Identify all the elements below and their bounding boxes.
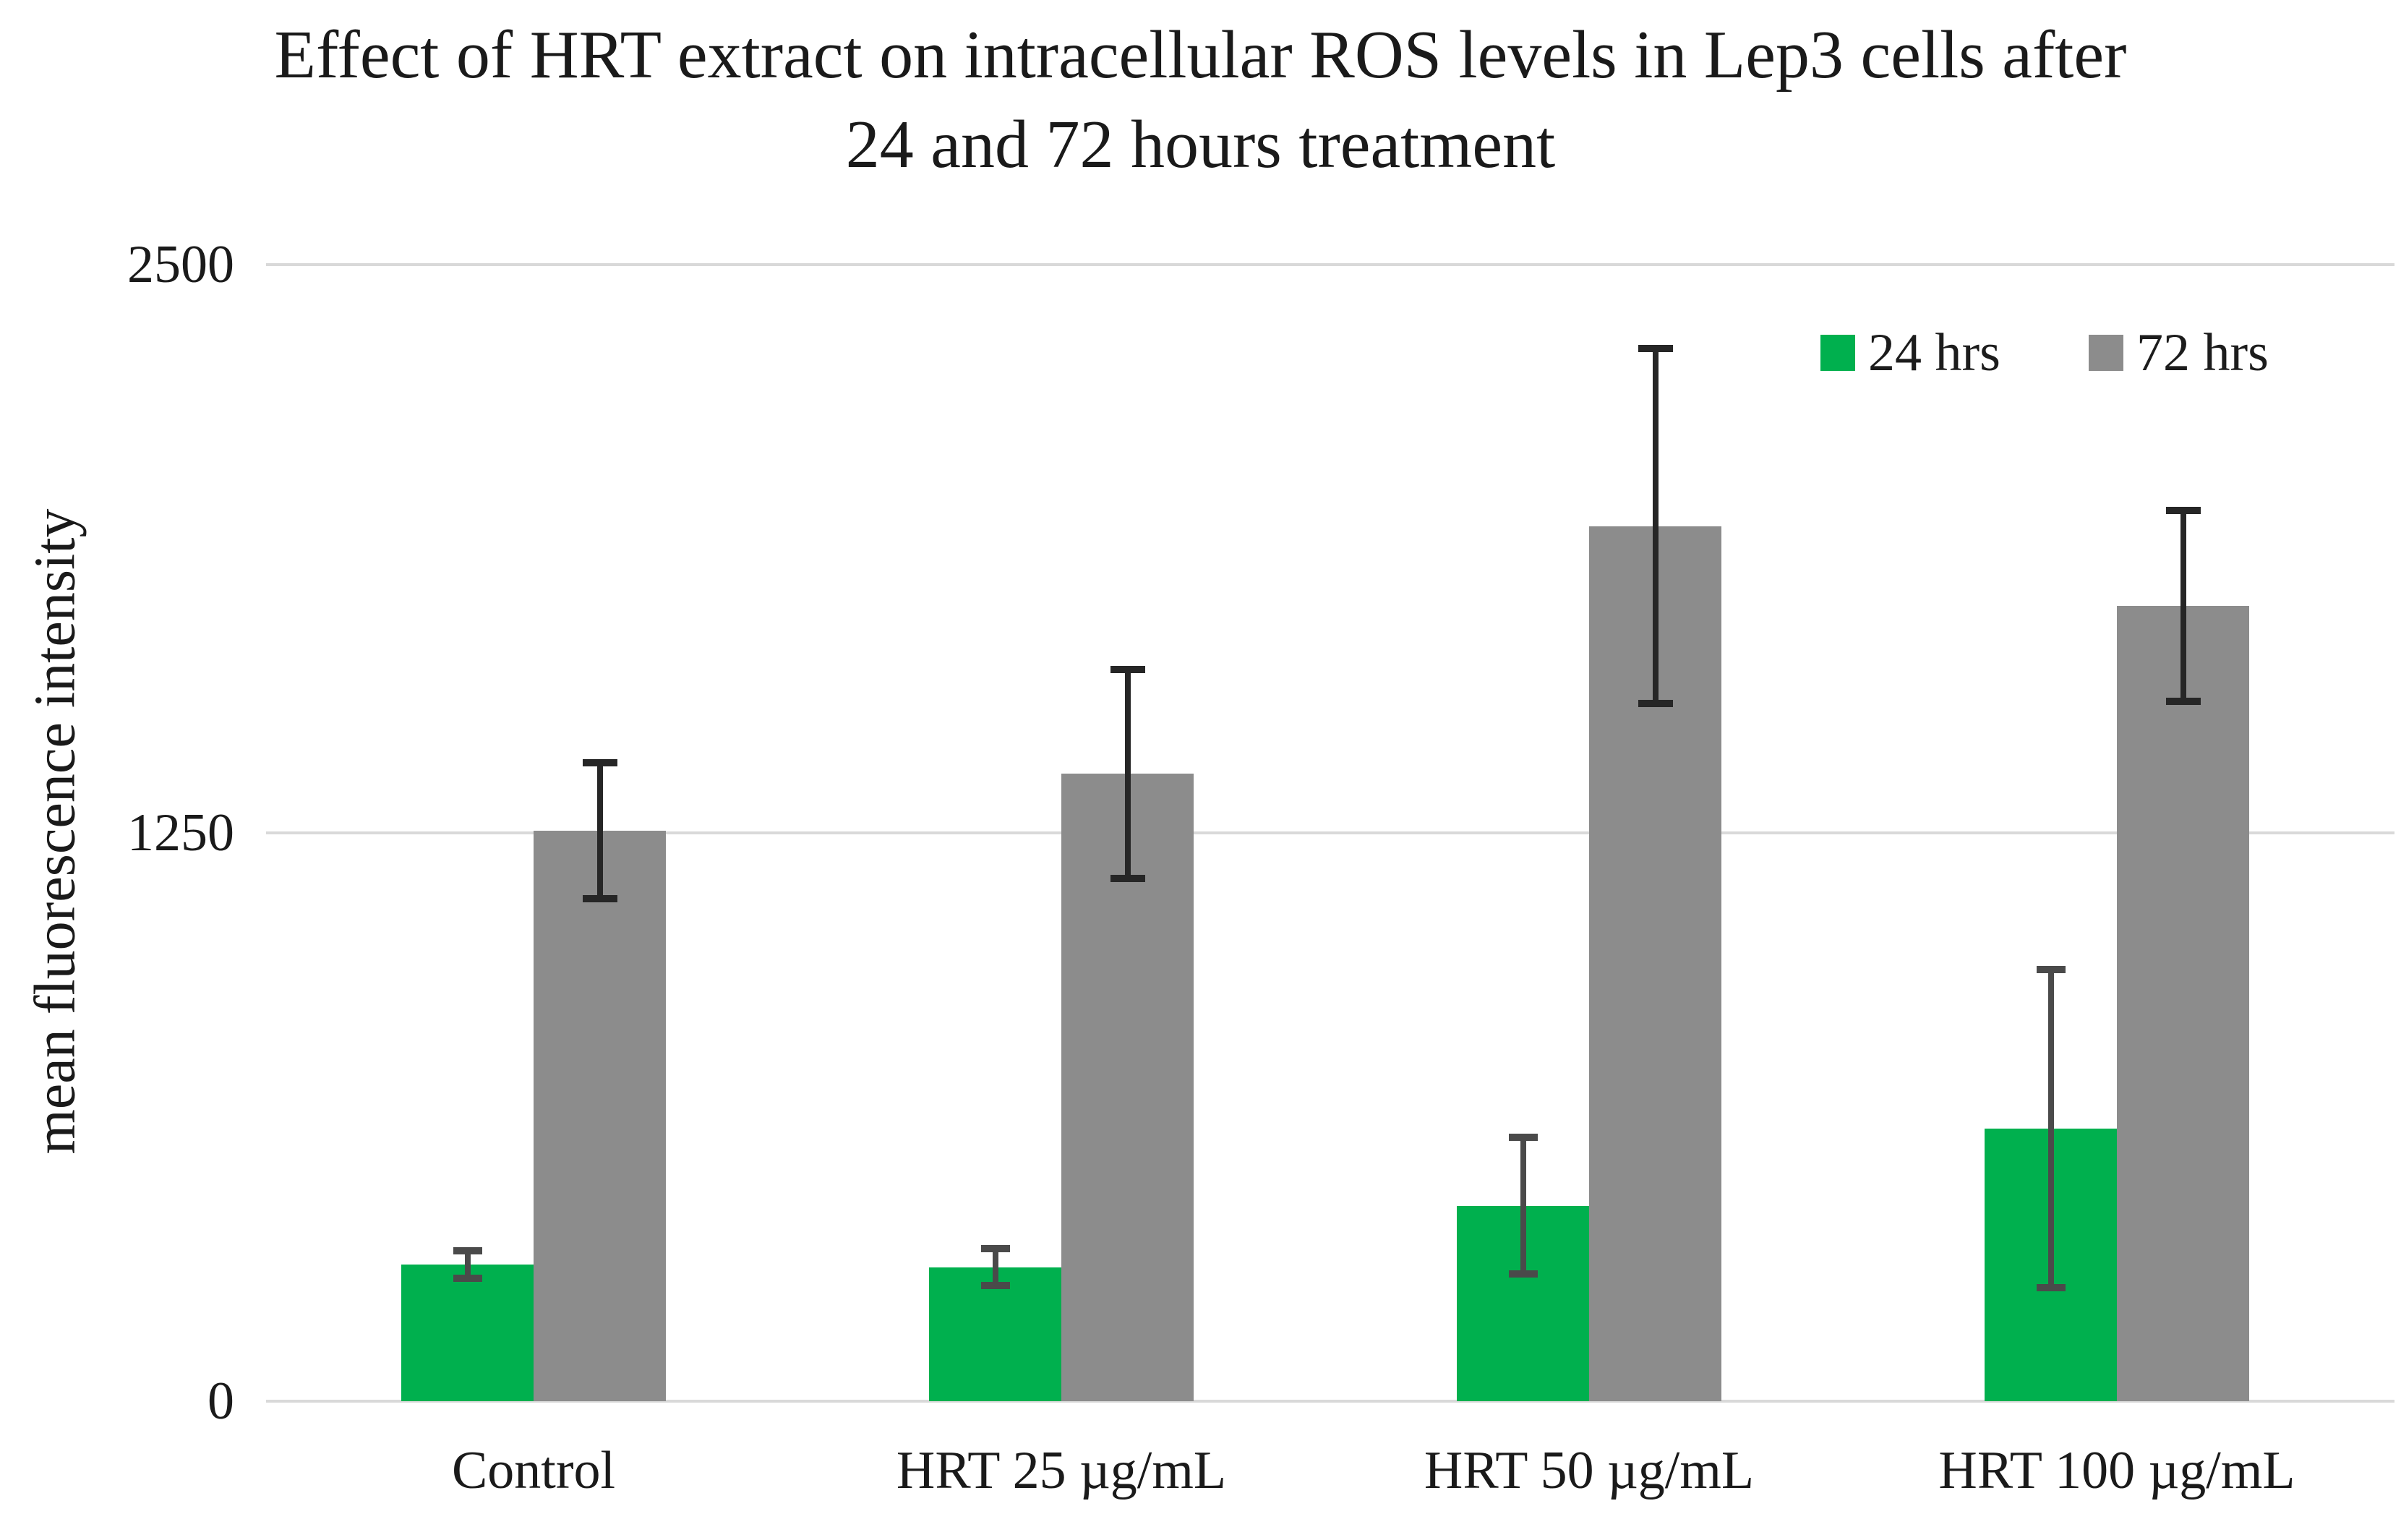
error-bar-cap-top xyxy=(453,1247,482,1255)
x-category-label-Control: Control xyxy=(451,1441,616,1500)
chart-legend: 24 hrs 72 hrs xyxy=(1820,324,2269,382)
error-bar-cap-top xyxy=(1508,1134,1538,1142)
legend-swatch-24hrs-icon xyxy=(1820,335,1855,371)
error-bar-cap-bottom xyxy=(1508,1270,1538,1278)
gridline-0 xyxy=(266,1400,2394,1403)
error-bar-cap-top xyxy=(2036,965,2066,973)
x-category-label-HRT-25-µg/mL: HRT 25 µg/mL xyxy=(896,1441,1227,1500)
error-bar-cap-bottom xyxy=(2165,697,2201,705)
error-bar-cap-bottom xyxy=(582,895,617,903)
error-bar-stem xyxy=(596,762,603,899)
bar-72hrs-Control xyxy=(534,830,666,1401)
x-category-label-HRT-50-µg/mL: HRT 50 µg/mL xyxy=(1424,1441,1755,1500)
legend-item-72hrs: 72 hrs xyxy=(2088,323,2269,382)
error-bar-stem xyxy=(1520,1137,1526,1274)
gridline-2500 xyxy=(266,263,2394,266)
error-bar-cap-bottom xyxy=(1110,874,1145,882)
gridline-1250 xyxy=(266,831,2394,834)
y-tick-label-0: 0 xyxy=(207,1372,234,1431)
x-category-label-HRT-100-µg/mL: HRT 100 µg/mL xyxy=(1938,1441,2295,1500)
error-bar-cap-top xyxy=(2165,506,2201,514)
error-bar-cap-top xyxy=(980,1245,1010,1253)
error-bar-stem xyxy=(1652,348,1659,703)
legend-label-24hrs: 24 hrs xyxy=(1868,323,2000,382)
error-bar-stem xyxy=(464,1251,471,1279)
error-bar-stem xyxy=(2180,510,2186,701)
chart-title-line1: Effect of HRT extract on intracellular R… xyxy=(274,17,2127,93)
error-bar-cap-bottom xyxy=(2036,1283,2066,1291)
error-bar-cap-bottom xyxy=(980,1281,1010,1289)
chart-title: Effect of HRT extract on intracellular R… xyxy=(0,10,2401,189)
bar-24hrs-Control xyxy=(401,1265,534,1401)
error-bar-cap-bottom xyxy=(1638,699,1673,707)
bar-24hrs-HRT-25-µg/mL xyxy=(929,1267,1061,1401)
legend-swatch-72hrs-icon xyxy=(2088,335,2123,371)
error-bar-stem xyxy=(992,1249,998,1286)
error-bar-cap-top xyxy=(1638,345,1673,353)
error-bar-stem xyxy=(1124,669,1131,878)
chart-title-line2: 24 and 72 hours treatment xyxy=(845,107,1556,183)
error-bar-cap-bottom xyxy=(453,1275,482,1283)
bar-72hrs-HRT-100-µg/mL xyxy=(2117,605,2249,1401)
error-bar-cap-top xyxy=(1110,665,1145,673)
error-bar-cap-top xyxy=(582,758,617,766)
y-tick-label-2500: 2500 xyxy=(127,235,234,294)
legend-item-24hrs: 24 hrs xyxy=(1820,324,2000,382)
legend-label-72hrs: 72 hrs xyxy=(2136,323,2269,382)
y-tick-label-1250: 1250 xyxy=(127,803,234,863)
error-bar-stem xyxy=(2047,969,2054,1288)
